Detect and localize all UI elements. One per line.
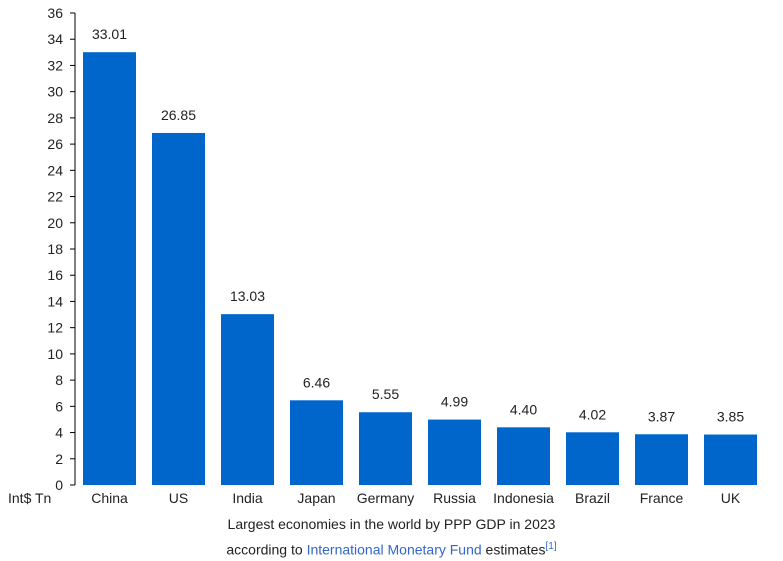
data-label: 3.85 [717,409,744,425]
y-tick-label: 8 [55,372,63,388]
y-tick-label: 22 [47,189,63,205]
data-label: 4.40 [510,401,537,417]
x-tick-label: Russia [433,490,476,506]
bar-japan [290,400,343,485]
bar-germany [359,412,412,485]
data-label: 5.55 [372,386,399,402]
y-tick-label: 6 [55,398,63,414]
y-tick-label: 30 [47,84,63,100]
bar-uk [704,434,757,485]
y-tick-label: 18 [47,241,63,257]
x-tick-label: Indonesia [493,490,554,506]
y-tick-label: 16 [47,267,63,283]
bar-china [83,52,136,486]
x-tick-label: Japan [297,490,335,506]
chart-caption-line2: according to International Monetary Fund… [0,536,783,561]
reference-link[interactable]: [1] [545,541,557,552]
x-tick-label: France [640,490,684,506]
y-tick-label: 26 [47,136,63,152]
y-tick-label: 14 [47,293,63,309]
data-label: 33.01 [92,26,127,42]
y-tick-label: 36 [47,5,63,21]
data-label: 4.99 [441,394,468,410]
bar-us [152,132,205,485]
data-label: 6.46 [303,374,330,390]
bar-india [221,314,274,485]
caption-prefix: according to [226,541,307,558]
bar-brazil [566,432,619,485]
x-tick-label: Brazil [575,490,610,506]
y-tick-label: 4 [55,425,63,441]
y-tick-label: 32 [47,57,63,73]
caption-suffix: estimates [481,541,546,558]
x-tick-label: India [232,490,263,506]
caption-text: Largest economies in the world by PPP GD… [227,516,556,532]
bar-indonesia [497,427,550,485]
data-label: 3.87 [648,408,675,424]
data-label: 13.03 [230,288,265,304]
y-tick-label: 34 [47,31,63,47]
data-label: 4.02 [579,406,606,422]
y-tick-label: 2 [55,451,63,467]
y-tick-label: 0 [55,477,63,493]
x-tick-label: UK [721,490,741,506]
bar-france [635,434,688,485]
y-tick-label: 20 [47,215,63,231]
x-tick-label: US [169,490,188,506]
y-tick-label: 24 [47,162,63,178]
y-tick-label: 12 [47,320,63,336]
bar-russia [428,419,481,485]
bars: 33.01 China 26.85 US 13.03 India 6.46 Japan 5.55… [83,26,757,506]
x-tick-label: Germany [357,490,415,506]
chart-caption-line1: Largest economies in the world by PPP GD… [0,513,783,535]
y-axis-label: Int$ Tn [8,490,51,506]
y-tick-label: 28 [47,110,63,126]
data-label: 26.85 [161,107,196,123]
x-tick-label: China [91,490,128,506]
imf-link[interactable]: International Monetary Fund [306,541,482,558]
y-tick-label: 10 [47,346,63,362]
